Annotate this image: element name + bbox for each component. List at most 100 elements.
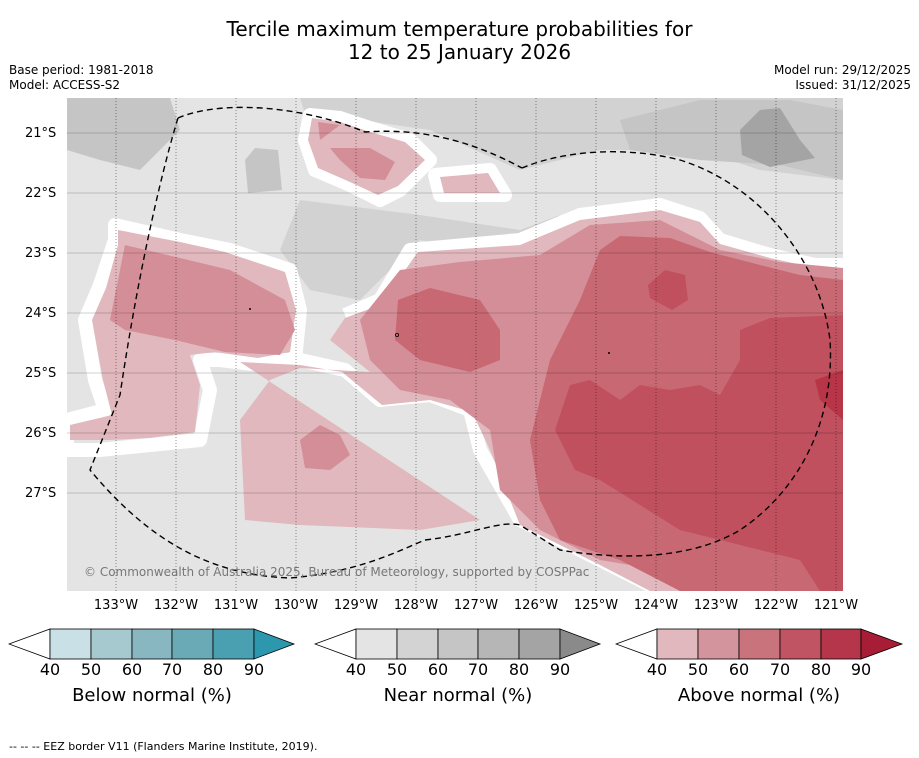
near-60-patch-1	[245, 148, 282, 193]
lat-gridlines	[67, 132, 843, 494]
lon-label: 130°W	[273, 598, 319, 613]
cbar-near-arrow-left	[314, 628, 357, 660]
lon-label: 123°W	[693, 598, 739, 613]
lon-label: 131°W	[213, 598, 259, 613]
halo-north-1	[298, 108, 437, 207]
cbar-near-bin	[477, 628, 520, 660]
cbar-above-bin	[779, 628, 822, 660]
lon-label: 132°W	[153, 598, 199, 613]
near-80-patch	[740, 108, 815, 167]
cbar-above-tick: 40	[646, 660, 668, 679]
eez-border-west	[89, 106, 523, 579]
halo-main	[342, 198, 843, 322]
colorbar-above	[615, 628, 904, 660]
model-name: Model: ACCESS-S2	[9, 78, 121, 92]
lon-label: 129°W	[333, 598, 379, 613]
cbar-near-tick: 90	[549, 660, 571, 679]
cbar-near-bin	[355, 628, 398, 660]
above-50-north	[318, 122, 395, 180]
cbar-near-bin	[518, 628, 561, 660]
cbar-above-tick: 90	[850, 660, 872, 679]
cbar-below-tick: 40	[39, 660, 61, 679]
lon-gridlines	[115, 98, 837, 591]
cbar-above-bin	[738, 628, 781, 660]
cbar-near-tick: 80	[508, 660, 530, 679]
cbar-below-bin	[212, 628, 255, 660]
title-line-2: 12 to 25 January 2026	[347, 40, 572, 64]
eez-footnote: -- -- -- EEZ border V11 (Flanders Marine…	[9, 740, 318, 753]
cbar-below-tick: 50	[80, 660, 102, 679]
lat-label: 23°S	[25, 246, 57, 261]
island-mark-2	[394, 332, 399, 337]
issued-date: Issued: 31/12/2025	[795, 78, 911, 92]
cbar-above-arrow-left	[615, 628, 658, 660]
meta-left: Base period: 1981-2018 Model: ACCESS-S2	[9, 63, 154, 93]
lon-label: 122°W	[753, 598, 799, 613]
lon-label: 125°W	[573, 598, 619, 613]
lon-label: 133°W	[93, 598, 139, 613]
lon-label: 128°W	[393, 598, 439, 613]
cbar-below-tick: 80	[202, 660, 224, 679]
cbar-below-arrow-left	[8, 628, 51, 660]
island-mark-1	[249, 308, 251, 310]
meta-right: Model run: 29/12/2025 Issued: 31/12/2025	[774, 63, 911, 93]
halo-north-2	[428, 163, 512, 202]
cbar-near-arrow-right	[559, 628, 602, 660]
lon-label: 126°W	[513, 598, 559, 613]
lat-label: 21°S	[25, 126, 57, 141]
lat-label: 22°S	[25, 186, 57, 201]
lat-label: 26°S	[25, 426, 57, 441]
halo-west	[67, 218, 307, 457]
cbar-above-bin	[697, 628, 740, 660]
cbar-near-tick: 50	[386, 660, 408, 679]
near-60-region-nw	[67, 98, 180, 170]
cbar-near-tick: 40	[345, 660, 367, 679]
cbar-above-arrow-right	[860, 628, 904, 660]
cbar-below-bin	[131, 628, 173, 660]
cbar-below-bin	[171, 628, 214, 660]
near-50-region-center	[280, 200, 560, 300]
cbar-near-title: Near normal (%)	[383, 685, 533, 706]
model-run: Model run: 29/12/2025	[773, 63, 911, 77]
colorbar-near	[314, 628, 602, 660]
island-mark-3	[608, 352, 610, 354]
above-50-south-patch	[300, 425, 350, 470]
cbar-above-title: Above normal (%)	[677, 685, 841, 706]
title-line-1: Tercile maximum temperature probabilitie…	[226, 17, 693, 41]
above-70-patch	[648, 270, 688, 310]
cbar-near-tick: 70	[467, 660, 489, 679]
cbar-below-tick: 60	[121, 660, 143, 679]
lon-label: 121°W	[813, 598, 859, 613]
cbar-below-arrow-right	[253, 628, 296, 660]
above-60-west-blob	[395, 288, 500, 372]
probability-map	[67, 98, 843, 591]
cbar-below-bin	[49, 628, 92, 660]
lat-label: 24°S	[25, 306, 57, 321]
lon-label: 127°W	[453, 598, 499, 613]
cbar-near-bin	[437, 628, 479, 660]
cbar-above-tick: 50	[687, 660, 709, 679]
chart-title: Tercile maximum temperature probabilitie…	[0, 18, 919, 64]
copyright-text: © Commonwealth of Australia 2025, Bureau…	[84, 565, 590, 579]
near-60-patch-2	[110, 98, 132, 128]
colorbar-below	[8, 628, 296, 660]
cbar-below-title: Below normal (%)	[72, 685, 232, 706]
above-70-main	[555, 315, 843, 591]
cbar-above-bin	[820, 628, 862, 660]
lon-label: 124°W	[633, 598, 679, 613]
lat-label: 25°S	[25, 366, 57, 381]
cbar-above-tick: 70	[769, 660, 791, 679]
above-50-west	[110, 245, 295, 355]
cbar-above-bin	[656, 628, 699, 660]
cbar-below-tick: 70	[161, 660, 183, 679]
cbar-near-bin	[396, 628, 439, 660]
cbar-near-tick: 60	[427, 660, 449, 679]
cbar-below-bin	[90, 628, 133, 660]
cbar-below-tick: 90	[243, 660, 265, 679]
lat-label: 27°S	[25, 486, 57, 501]
cbar-above-tick: 80	[810, 660, 832, 679]
above-40-north-2	[440, 173, 500, 193]
eez-border-east	[519, 151, 832, 557]
cbar-above-tick: 60	[728, 660, 750, 679]
base-period: Base period: 1981-2018	[9, 63, 154, 77]
